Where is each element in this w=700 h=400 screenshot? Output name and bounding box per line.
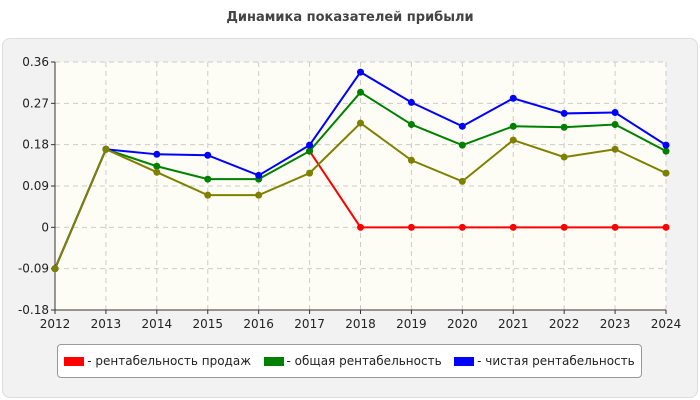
data-point-3: [102, 145, 110, 153]
legend-swatch: [454, 356, 475, 366]
data-point-2: [204, 151, 212, 159]
data-point-3: [306, 169, 314, 177]
x-tick-label: 2023: [600, 317, 631, 331]
data-point-2: [611, 109, 619, 117]
x-tick-label: 2021: [498, 317, 529, 331]
data-point-2: [306, 141, 314, 149]
data-point-2: [153, 150, 161, 158]
data-point-3: [509, 136, 517, 144]
series-line-0: [308, 150, 666, 229]
legend-item-sales: - рентабельность продаж: [64, 354, 251, 368]
data-point-3: [153, 168, 161, 176]
data-point-0: [560, 223, 568, 231]
data-point-0: [509, 223, 517, 231]
data-point-1: [509, 122, 517, 130]
data-point-3: [662, 169, 670, 177]
chart-title: Динамика показателей прибыли: [226, 10, 474, 25]
data-point-3: [51, 265, 59, 273]
x-tick-label: 2016: [243, 317, 274, 331]
legend-item-net: - чистая рентабельность: [454, 354, 635, 368]
data-point-2: [458, 122, 466, 130]
x-tick-label: 2019: [396, 317, 427, 331]
y-tick-label: -0.18: [18, 303, 49, 317]
data-point-0: [407, 223, 415, 231]
data-point-2: [357, 68, 364, 76]
y-tick-label: 0.09: [22, 179, 49, 193]
data-point-3: [407, 156, 415, 164]
x-tick-label: 2022: [549, 317, 580, 331]
data-point-0: [611, 223, 619, 231]
data-point-0: [357, 223, 364, 231]
data-point-0: [458, 223, 466, 231]
data-point-3: [611, 145, 619, 153]
data-point-1: [357, 88, 364, 96]
data-point-3: [560, 153, 568, 161]
data-point-1: [611, 120, 619, 128]
data-point-2: [407, 98, 415, 106]
data-point-1: [560, 123, 568, 131]
x-tick-label: 2020: [447, 317, 478, 331]
data-point-1: [204, 175, 212, 183]
data-point-1: [153, 162, 161, 170]
data-point-3: [458, 177, 466, 185]
x-tick-label: 2014: [142, 317, 173, 331]
x-tick-label: 2018: [345, 317, 376, 331]
legend-swatch: [263, 356, 284, 366]
data-point-1: [458, 141, 466, 149]
data-point-1: [662, 147, 670, 155]
x-tick-label: 2012: [40, 317, 71, 331]
legend: - рентабельность продаж - общая рентабел…: [57, 344, 642, 378]
data-point-1: [407, 120, 415, 128]
x-tick-label: 2017: [294, 317, 325, 331]
y-tick-label: -0.09: [18, 262, 49, 276]
data-point-1: [306, 147, 314, 155]
legend-item-total: - общая рентабельность: [263, 354, 442, 368]
data-point-3: [255, 191, 263, 199]
data-point-0: [662, 223, 670, 231]
y-tick-label: 0.27: [22, 96, 49, 110]
data-point-3: [204, 191, 212, 199]
legend-swatch: [64, 356, 85, 366]
y-tick-label: 0: [41, 220, 49, 234]
data-point-2: [560, 109, 568, 117]
legend-label: - рентабельность продаж: [87, 354, 252, 368]
legend-label: - общая рентабельность: [286, 354, 442, 368]
legend-label: - чистая рентабельность: [477, 354, 635, 368]
x-tick-label: 2015: [192, 317, 223, 331]
data-point-2: [255, 171, 263, 179]
x-tick-label: 2024: [651, 317, 682, 331]
data-point-3: [357, 119, 364, 127]
data-point-2: [509, 94, 517, 102]
data-point-2: [662, 141, 670, 149]
y-tick-label: 0.36: [22, 55, 49, 69]
x-tick-label: 2013: [91, 317, 122, 331]
y-tick-label: 0.18: [22, 138, 49, 152]
